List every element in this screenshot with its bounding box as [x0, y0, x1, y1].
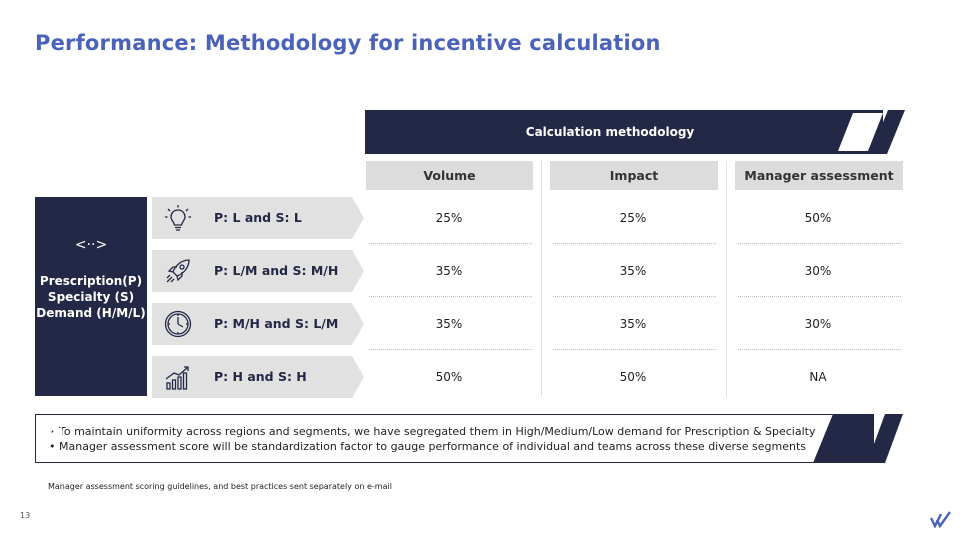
row-label-pill: P: H and S: H [152, 356, 364, 398]
row-divider [553, 243, 716, 244]
column-header-impact: Impact [550, 161, 718, 190]
note-bullet: • Manager assessment score will be standa… [49, 440, 807, 453]
demand-segment-box: <··> Prescription(P) Specialty (S) Deman… [35, 197, 147, 396]
notes-box-shape [35, 414, 903, 463]
row-label-pill: P: M/H and S: L/M [152, 303, 364, 345]
row-divider [369, 349, 532, 350]
pill-shape [152, 197, 364, 239]
cell-volume: 25% [435, 211, 463, 225]
row-label: P: H and S: H [214, 369, 307, 384]
calculation-methodology-banner: Calculation methodology [365, 110, 905, 154]
row-label: P: M/H and S: L/M [214, 316, 339, 331]
cell-impact: 35% [619, 264, 647, 278]
people-icon [365, 111, 393, 129]
row-divider [738, 349, 901, 350]
row-label-pill: P: L/M and S: M/H [152, 250, 364, 292]
lightbulb-icon [165, 205, 191, 231]
note-text: Manager assessment score will be standar… [59, 440, 807, 453]
cell-manager-assessment: 50% [804, 211, 832, 225]
row-label: P: L/M and S: M/H [214, 263, 339, 278]
row-divider [553, 349, 716, 350]
row-label: P: L and S: L [214, 210, 302, 225]
rocket-icon [166, 259, 190, 283]
pill-shape [152, 356, 364, 398]
cell-manager-assessment: 30% [804, 264, 832, 278]
growth-chart-icon [165, 366, 189, 390]
cell-manager-assessment: NA [809, 370, 827, 384]
target-icon [37, 416, 66, 445]
banner-label: Calculation methodology [525, 125, 695, 139]
note-bullet: • To maintain uniformity across regions a… [49, 425, 816, 438]
demand-label-line: Prescription(P) [39, 274, 143, 288]
page-number: 13 [20, 511, 31, 520]
demand-label-line: Specialty (S) [47, 290, 135, 304]
row-divider [738, 296, 901, 297]
notes-box: • To maintain uniformity across regions a… [35, 414, 903, 463]
cell-impact: 50% [619, 370, 647, 384]
clock-icon [164, 310, 192, 338]
banner-shape [365, 110, 905, 154]
row-divider [369, 243, 532, 244]
pill-shape [152, 250, 364, 292]
cell-impact: 25% [619, 211, 647, 225]
cell-manager-assessment: 30% [804, 317, 832, 331]
cell-impact: 35% [619, 317, 647, 331]
demand-label-line: Demand (H/M/L) [36, 306, 146, 320]
column-separator [726, 161, 727, 397]
pill-shape [152, 303, 364, 345]
demand-segment-label: Prescription(P) Specialty (S) Demand (H/… [35, 273, 147, 321]
cell-volume: 35% [435, 317, 463, 331]
column-separator [541, 161, 542, 397]
cell-volume: 35% [435, 264, 463, 278]
row-divider [738, 243, 901, 244]
note-text: To maintain uniformity across regions an… [59, 425, 816, 438]
arrows-horizontal-icon: <··> [74, 237, 108, 253]
row-divider [553, 296, 716, 297]
brand-logo-icon [930, 511, 951, 528]
row-divider [369, 296, 532, 297]
column-header-volume: Volume [366, 161, 533, 190]
footnote: Manager assessment scoring guidelines, a… [48, 482, 392, 491]
row-label-pill: P: L and S: L [152, 197, 364, 239]
page-title: Performance: Methodology for incentive c… [35, 31, 661, 55]
column-header-manager-assessment: Manager assessment [735, 161, 903, 190]
cell-volume: 50% [435, 370, 463, 384]
